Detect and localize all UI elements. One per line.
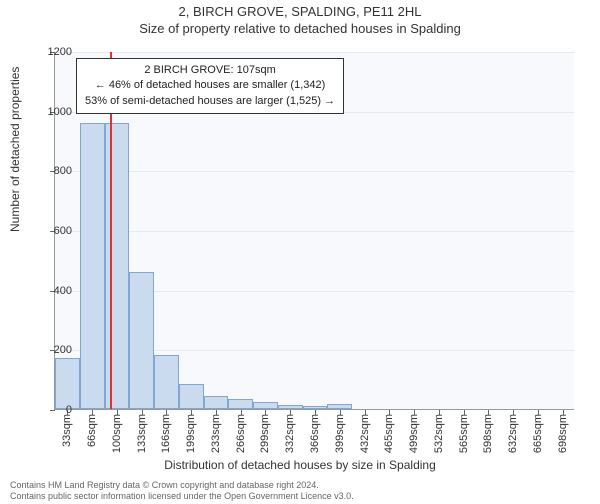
histogram-bar bbox=[105, 123, 130, 409]
histogram-bar bbox=[253, 402, 278, 409]
y-axis-label: Number of detached properties bbox=[8, 67, 22, 232]
annotation-line3: 53% of semi-detached houses are larger (… bbox=[85, 94, 335, 109]
histogram-bar bbox=[80, 123, 105, 409]
xtick-label: 665sqm bbox=[532, 414, 544, 453]
histogram-bar bbox=[228, 399, 253, 409]
histogram-bar bbox=[303, 406, 328, 409]
xtick-label: 499sqm bbox=[408, 414, 420, 453]
xtick-label: 532sqm bbox=[433, 414, 445, 453]
histogram-bar bbox=[55, 358, 80, 409]
xtick-label: 133sqm bbox=[136, 414, 148, 453]
histogram-bar bbox=[129, 272, 154, 409]
ytick-label: 200 bbox=[32, 344, 72, 356]
xtick-label: 565sqm bbox=[458, 414, 470, 453]
xtick-label: 465sqm bbox=[383, 414, 395, 453]
footer-line2: Contains public sector information licen… bbox=[10, 491, 590, 502]
ytick-label: 800 bbox=[32, 165, 72, 177]
xtick-label: 266sqm bbox=[235, 414, 247, 453]
xtick-label: 366sqm bbox=[309, 414, 321, 453]
xtick-label: 432sqm bbox=[359, 414, 371, 453]
gridline bbox=[55, 231, 574, 232]
annotation-line2: ← 46% of detached houses are smaller (1,… bbox=[85, 78, 335, 93]
xtick-label: 399sqm bbox=[334, 414, 346, 453]
histogram-bar bbox=[154, 355, 179, 409]
xtick-label: 332sqm bbox=[284, 414, 296, 453]
footer-line1: Contains HM Land Registry data © Crown c… bbox=[10, 480, 590, 491]
xtick-label: 100sqm bbox=[111, 414, 123, 453]
xtick-label: 199sqm bbox=[185, 414, 197, 453]
xtick-label: 166sqm bbox=[160, 414, 172, 453]
annotation-box: 2 BIRCH GROVE: 107sqm ← 46% of detached … bbox=[76, 58, 344, 114]
xtick-label: 698sqm bbox=[557, 414, 569, 453]
xtick-label: 598sqm bbox=[482, 414, 494, 453]
x-axis-label: Distribution of detached houses by size … bbox=[0, 458, 600, 472]
histogram-bar bbox=[204, 396, 229, 409]
histogram-bar bbox=[327, 404, 352, 409]
gridline bbox=[55, 52, 574, 53]
histogram-bar bbox=[179, 384, 204, 409]
xtick-label: 632sqm bbox=[507, 414, 519, 453]
page-title-sub: Size of property relative to detached ho… bbox=[0, 21, 600, 36]
histogram-bar bbox=[278, 405, 303, 409]
page-title-address: 2, BIRCH GROVE, SPALDING, PE11 2HL bbox=[0, 4, 600, 19]
xtick-label: 233sqm bbox=[210, 414, 222, 453]
ytick-label: 400 bbox=[32, 285, 72, 297]
ytick-label: 1000 bbox=[32, 106, 72, 118]
ytick-label: 1200 bbox=[32, 46, 72, 58]
xtick-label: 66sqm bbox=[86, 414, 98, 447]
annotation-line1: 2 BIRCH GROVE: 107sqm bbox=[85, 63, 335, 78]
footer-attribution: Contains HM Land Registry data © Crown c… bbox=[10, 480, 590, 502]
ytick-label: 0 bbox=[32, 404, 72, 416]
ytick-label: 600 bbox=[32, 225, 72, 237]
xtick-label: 299sqm bbox=[259, 414, 271, 453]
gridline bbox=[55, 171, 574, 172]
xtick-label: 33sqm bbox=[61, 414, 73, 447]
